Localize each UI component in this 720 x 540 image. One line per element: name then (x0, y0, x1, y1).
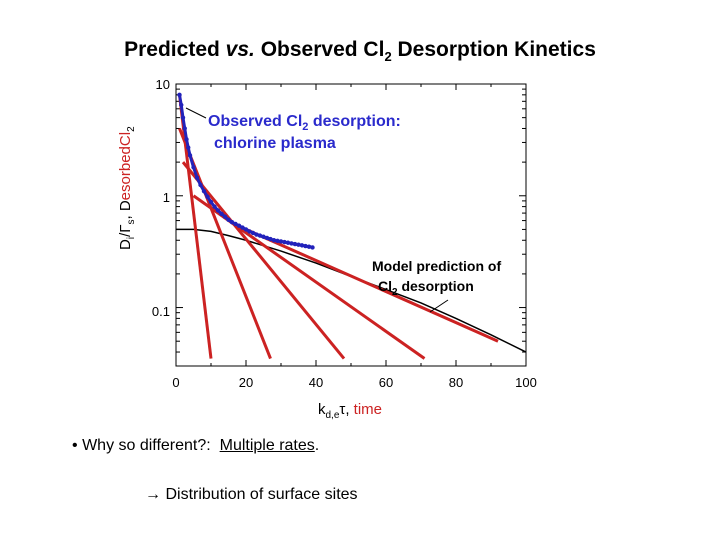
bullet-end: . (314, 437, 320, 454)
annotation-observed-line2: chlorine plasma (214, 135, 336, 152)
bullet-line: • Why so different?: Multiple rates. (72, 437, 319, 455)
ylabel-s: s (126, 219, 137, 224)
observed-point (254, 232, 259, 237)
observed-point (177, 92, 182, 98)
bullet-multiple-rates: Multiple rates (219, 437, 315, 454)
observed-point (187, 153, 193, 158)
observed-point (240, 225, 245, 230)
x-tick-100: 100 (515, 375, 537, 390)
ylabel-i: i (126, 237, 137, 239)
annotation-model-line2: Cl2 desorption (378, 278, 474, 298)
ann-model-b: desorption (398, 278, 474, 294)
ann-model-cl: Cl (378, 278, 392, 294)
x-tick-60: 60 (379, 375, 393, 390)
observed-point (303, 243, 308, 249)
ylabel-des: esorbed (117, 146, 134, 200)
observed-point (236, 223, 242, 228)
title-mid: Observed Cl (254, 38, 385, 61)
xlabel-time: time (354, 401, 382, 418)
y-axis-label: Di/Γs, DesorbedCl2 (117, 126, 137, 250)
observed-point (285, 240, 291, 245)
observed-point (268, 236, 273, 242)
title-post: Desorption Kinetics (391, 38, 596, 61)
ann-model-sub: 2 (392, 287, 398, 298)
observed-point (271, 238, 277, 243)
observed-point (184, 137, 189, 142)
distribution-text: Distribution of surface sites (165, 486, 358, 503)
observed-point (261, 234, 266, 239)
tick-marks (175, 83, 527, 367)
observed-point (264, 235, 270, 241)
ann-obs-b: desorption: (308, 113, 400, 130)
observed-point (299, 243, 305, 248)
y-tick-0.1: 0.1 (152, 304, 170, 319)
ylabel-d: D (117, 239, 134, 250)
fit-line-3 (181, 161, 346, 360)
slide-title: Predicted vs. Observed Cl2 Desorption Ki… (0, 38, 720, 64)
y-tick-1: 1 (163, 190, 170, 205)
ann-obs-a: Observed Cl (208, 113, 302, 130)
ylabel-mid: , D (117, 200, 134, 219)
bullet-text: Why so different?: (82, 437, 211, 454)
observed-point (208, 199, 214, 205)
xlabel-sub: d,e (326, 410, 340, 421)
observed-point (182, 126, 187, 131)
observed-point (198, 182, 203, 188)
observed-point (310, 245, 315, 250)
observed-point (247, 229, 252, 234)
ann-obs-sub: 2 (302, 121, 308, 133)
title-sub: 2 (384, 49, 392, 65)
x-tick-20: 20 (239, 375, 253, 390)
distribution-line: → Distribution of surface sites (145, 486, 358, 504)
x-tick-labels: 0 20 40 60 80 100 (172, 375, 536, 390)
title-vs: vs. (225, 38, 255, 61)
annotation-observed-line1: Observed Cl2 desorption: (208, 113, 401, 133)
arrow-icon: → (145, 486, 161, 503)
x-tick-80: 80 (449, 375, 463, 390)
observed-point (222, 214, 228, 219)
annotation-model-pointer (429, 299, 449, 313)
annotation-observed-pointer (185, 107, 207, 119)
ylabel-2: 2 (126, 126, 137, 132)
fit-line-5 (245, 228, 499, 343)
x-tick-0: 0 (172, 375, 179, 390)
xlabel-tau: τ, (339, 401, 353, 418)
desorption-chart: 0 20 40 60 80 100 10 1 0.1 kd,eτ, time D… (117, 77, 537, 421)
bullet-dot: • (72, 437, 78, 454)
observed-point (219, 211, 224, 216)
ylabel-cl: Cl (117, 132, 134, 146)
observed-point (186, 145, 191, 150)
observed-point (205, 194, 210, 199)
observed-point (296, 242, 301, 247)
observed-point (275, 238, 280, 244)
observed-point (212, 204, 217, 209)
observed-point (306, 244, 312, 249)
observed-point (191, 165, 196, 170)
observed-point (194, 175, 200, 180)
observed-point (233, 221, 238, 227)
observed-point (179, 102, 184, 108)
observed-point (250, 230, 256, 236)
x-tick-40: 40 (309, 375, 323, 390)
xlabel-k: k (318, 401, 326, 418)
annotation-model-line1: Model prediction of (372, 258, 501, 274)
observed-point (289, 241, 294, 246)
y-tick-10: 10 (156, 77, 170, 92)
observed-point (243, 227, 249, 232)
observed-point (278, 239, 284, 244)
model-curve (176, 228, 527, 353)
observed-point (180, 115, 186, 120)
x-axis-label: kd,eτ, time (318, 401, 382, 421)
title-pre: Predicted (124, 38, 226, 61)
observed-point (215, 208, 221, 213)
observed-point (201, 188, 207, 194)
observed-point (292, 241, 298, 247)
observed-point (229, 220, 235, 225)
observed-point (257, 233, 263, 238)
observed-point (226, 217, 231, 222)
observed-point (282, 239, 287, 245)
ylabel-gamma: /Γ (117, 224, 134, 236)
y-tick-labels: 10 1 0.1 (152, 77, 170, 319)
